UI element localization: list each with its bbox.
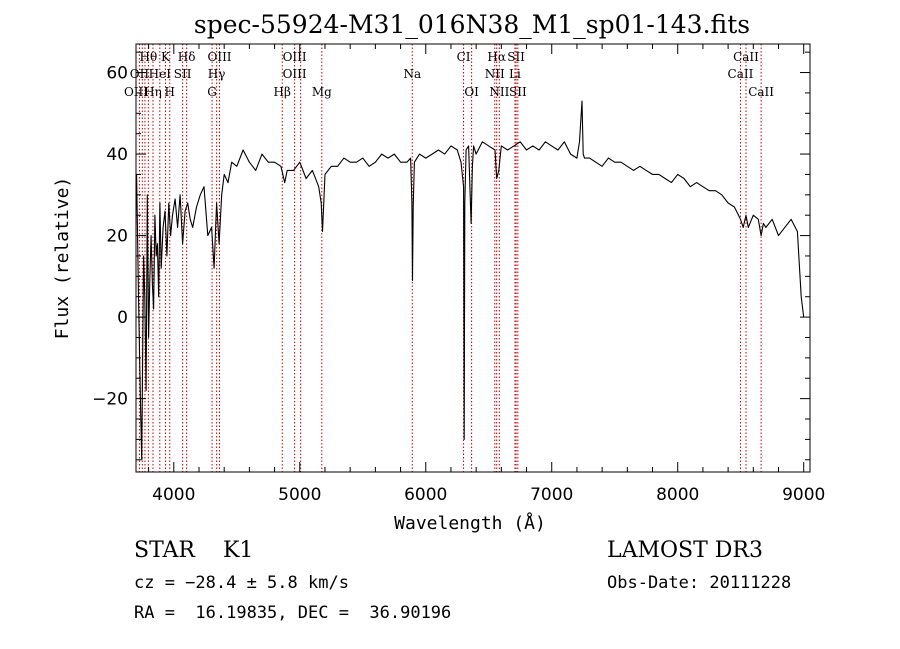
coordinates: RA = 16.19835, DEC = 36.90196 xyxy=(134,603,452,623)
plot-frame xyxy=(135,43,811,473)
line-label: CaII xyxy=(733,50,759,64)
object-class: STAR K1 xyxy=(134,538,254,563)
line-label: CI xyxy=(457,50,471,64)
y-tick-label: 0 xyxy=(117,308,128,328)
line-label: OII xyxy=(130,67,150,81)
spectrum-chart: spec-55924-M31_016N38_M1_sp01-143.fits Hθ… xyxy=(52,10,825,534)
y-tick-label: 40 xyxy=(106,145,128,165)
y-tick-label: 20 xyxy=(106,227,128,247)
x-tick-label: 4000 xyxy=(152,485,195,505)
x-tick-label: 8000 xyxy=(656,485,699,505)
line-label: CaII xyxy=(748,85,774,99)
survey-name: LAMOST DR3 xyxy=(607,538,763,563)
line-label: HeI xyxy=(149,67,172,81)
spectrum-line xyxy=(136,100,805,461)
observation-date: Obs-Date: 20111228 xyxy=(607,573,792,593)
redshift-velocity: cz = −28.4 ± 5.8 km/s xyxy=(134,573,349,593)
x-tick-label: 7000 xyxy=(530,485,573,505)
line-label: OIII xyxy=(283,67,307,81)
chart-title: spec-55924-M31_016N38_M1_sp01-143.fits xyxy=(194,10,750,39)
line-label: SII xyxy=(509,85,527,99)
line-label: SII xyxy=(174,67,192,81)
line-label: NII xyxy=(485,67,505,81)
line-label: H xyxy=(165,85,175,99)
line-label: Li xyxy=(509,67,521,81)
line-label: Hβ xyxy=(274,85,291,99)
y-tick-label: −20 xyxy=(92,390,128,410)
y-tick-label: 60 xyxy=(106,64,128,84)
line-label: SII xyxy=(507,50,525,64)
line-label: CaII xyxy=(728,67,754,81)
line-label: Hθ xyxy=(139,50,157,64)
line-label: NII xyxy=(489,85,509,99)
y-axis-label: Flux (relative) xyxy=(52,177,73,340)
line-label: Mg xyxy=(312,85,332,99)
line-label: OIII xyxy=(207,50,231,64)
line-label: Hγ xyxy=(208,67,226,81)
line-label: Hδ xyxy=(178,50,196,64)
x-tick-label: 6000 xyxy=(404,485,447,505)
line-label: Na xyxy=(403,67,421,81)
line-label: Hα xyxy=(487,50,506,64)
x-axis-label: Wavelength (Å) xyxy=(394,512,546,534)
line-label: K xyxy=(161,50,171,64)
x-tick-label: 5000 xyxy=(278,485,321,505)
line-label: G xyxy=(207,85,217,99)
line-label: OI xyxy=(464,85,479,99)
line-label: Hη xyxy=(144,85,162,99)
line-label: OIII xyxy=(283,50,307,64)
x-tick-label: 9000 xyxy=(782,485,825,505)
